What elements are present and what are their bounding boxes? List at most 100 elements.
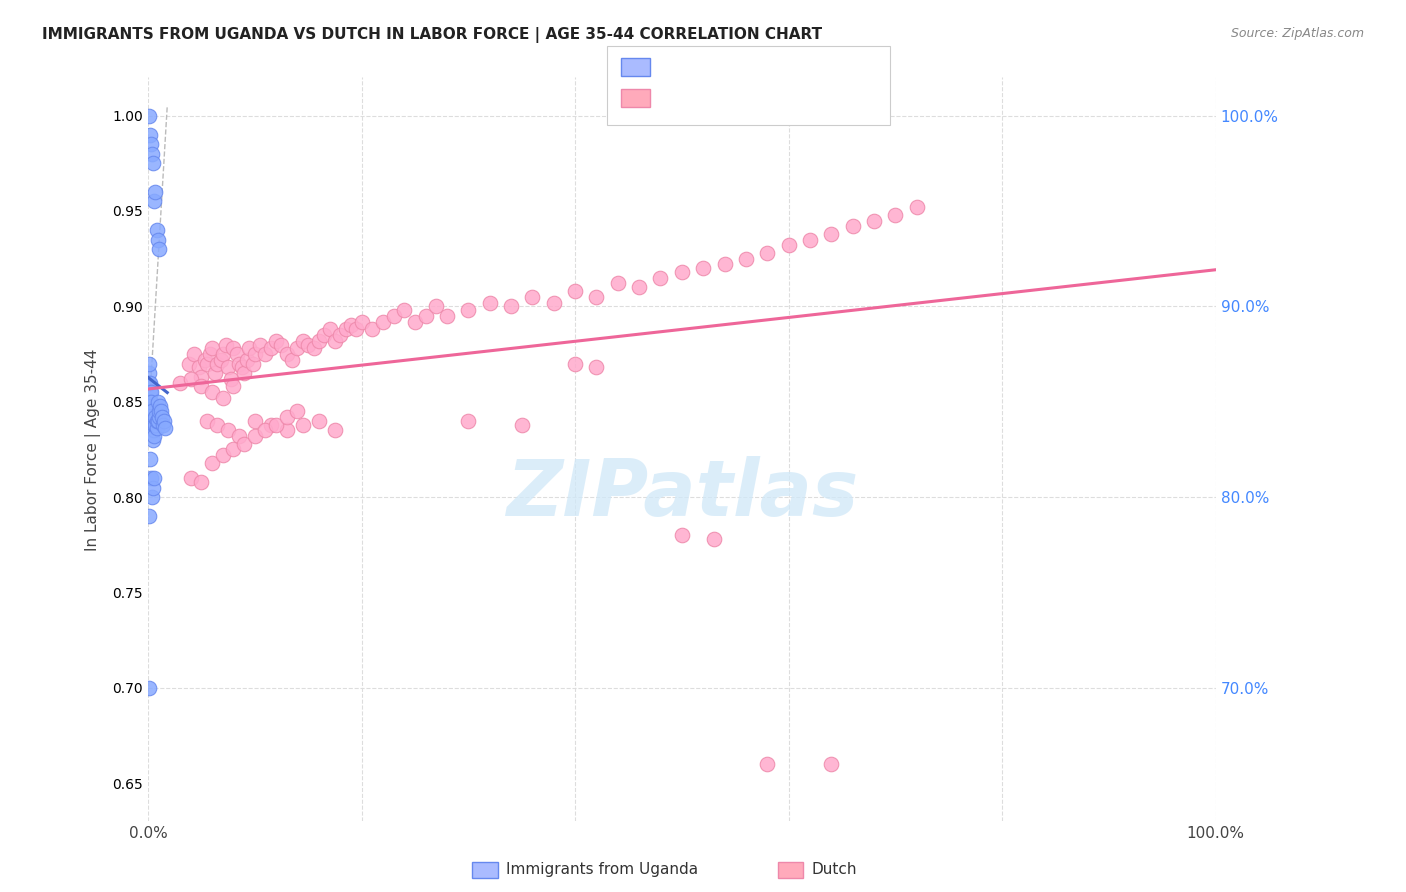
Point bbox=[394, 303, 416, 318]
Point bbox=[344, 322, 367, 336]
Point bbox=[215, 337, 238, 351]
Point bbox=[180, 471, 202, 485]
Point bbox=[142, 423, 165, 437]
Point bbox=[145, 223, 167, 237]
Text: 0.215: 0.215 bbox=[689, 59, 737, 73]
Point bbox=[260, 417, 283, 432]
Text: 109: 109 bbox=[780, 90, 813, 104]
Point bbox=[671, 528, 693, 542]
Text: R =: R = bbox=[658, 59, 692, 73]
Point bbox=[585, 290, 607, 304]
Point bbox=[281, 352, 304, 367]
Point bbox=[207, 417, 229, 432]
Text: 52: 52 bbox=[780, 59, 807, 73]
Point bbox=[141, 414, 163, 428]
Point bbox=[863, 213, 886, 227]
Point bbox=[141, 146, 163, 161]
Point bbox=[249, 337, 271, 351]
Point bbox=[141, 404, 163, 418]
Point bbox=[169, 376, 191, 390]
Point bbox=[201, 456, 224, 470]
Point bbox=[201, 385, 224, 400]
Point bbox=[314, 328, 336, 343]
Point bbox=[510, 417, 533, 432]
Point bbox=[149, 399, 172, 413]
Point bbox=[138, 376, 160, 390]
Point bbox=[606, 277, 628, 291]
Point bbox=[195, 414, 218, 428]
Point bbox=[302, 342, 325, 356]
Point bbox=[231, 360, 253, 375]
Point bbox=[198, 347, 221, 361]
Point bbox=[150, 410, 173, 425]
Point bbox=[143, 429, 166, 443]
Point bbox=[141, 490, 163, 504]
Point bbox=[152, 417, 174, 432]
Point bbox=[207, 357, 229, 371]
Point bbox=[243, 414, 266, 428]
Point bbox=[238, 342, 260, 356]
Point bbox=[190, 475, 212, 489]
Text: ZIPatlas: ZIPatlas bbox=[506, 456, 858, 533]
Point bbox=[211, 347, 233, 361]
Point bbox=[195, 357, 218, 371]
Point bbox=[145, 410, 167, 425]
Point bbox=[291, 334, 314, 348]
Point bbox=[270, 337, 292, 351]
Point bbox=[142, 414, 165, 428]
Point bbox=[217, 360, 239, 375]
Point bbox=[149, 404, 172, 418]
Text: IMMIGRANTS FROM UGANDA VS DUTCH IN LABOR FORCE | AGE 35-44 CORRELATION CHART: IMMIGRANTS FROM UGANDA VS DUTCH IN LABOR… bbox=[42, 27, 823, 43]
Point bbox=[142, 481, 165, 495]
Point bbox=[628, 280, 651, 294]
Point bbox=[211, 448, 233, 462]
Point bbox=[335, 322, 357, 336]
Point bbox=[242, 357, 264, 371]
Point bbox=[143, 471, 166, 485]
Point bbox=[138, 109, 160, 123]
Point bbox=[141, 404, 163, 418]
Point bbox=[233, 366, 256, 380]
Point bbox=[138, 366, 160, 380]
Point bbox=[415, 309, 437, 323]
Point bbox=[735, 252, 758, 266]
Point bbox=[138, 681, 160, 695]
Point bbox=[243, 429, 266, 443]
Point bbox=[221, 372, 243, 386]
Point bbox=[222, 379, 245, 393]
Point bbox=[201, 342, 224, 356]
Point bbox=[478, 295, 501, 310]
Point bbox=[139, 128, 162, 142]
Point bbox=[143, 194, 166, 209]
Point bbox=[703, 532, 725, 546]
Point bbox=[145, 417, 167, 432]
Point bbox=[308, 414, 330, 428]
Point bbox=[228, 357, 250, 371]
Point bbox=[297, 337, 319, 351]
Point bbox=[371, 315, 394, 329]
Point bbox=[264, 334, 287, 348]
Point bbox=[138, 357, 160, 371]
Point bbox=[190, 370, 212, 384]
Text: N =: N = bbox=[749, 59, 783, 73]
Point bbox=[141, 385, 163, 400]
Point bbox=[138, 509, 160, 524]
Point bbox=[318, 322, 340, 336]
Point bbox=[543, 295, 565, 310]
Text: Dutch: Dutch bbox=[811, 863, 856, 877]
Point bbox=[141, 471, 163, 485]
Point bbox=[153, 421, 176, 435]
Point bbox=[692, 261, 714, 276]
Point bbox=[756, 757, 779, 772]
Point bbox=[142, 156, 165, 170]
Point bbox=[254, 347, 277, 361]
Point bbox=[404, 315, 426, 329]
Point bbox=[141, 423, 163, 437]
Point bbox=[148, 410, 170, 425]
Point bbox=[323, 334, 346, 348]
Point bbox=[308, 334, 330, 348]
Point bbox=[799, 233, 821, 247]
Point bbox=[287, 342, 309, 356]
Point bbox=[236, 352, 259, 367]
Point bbox=[141, 414, 163, 428]
